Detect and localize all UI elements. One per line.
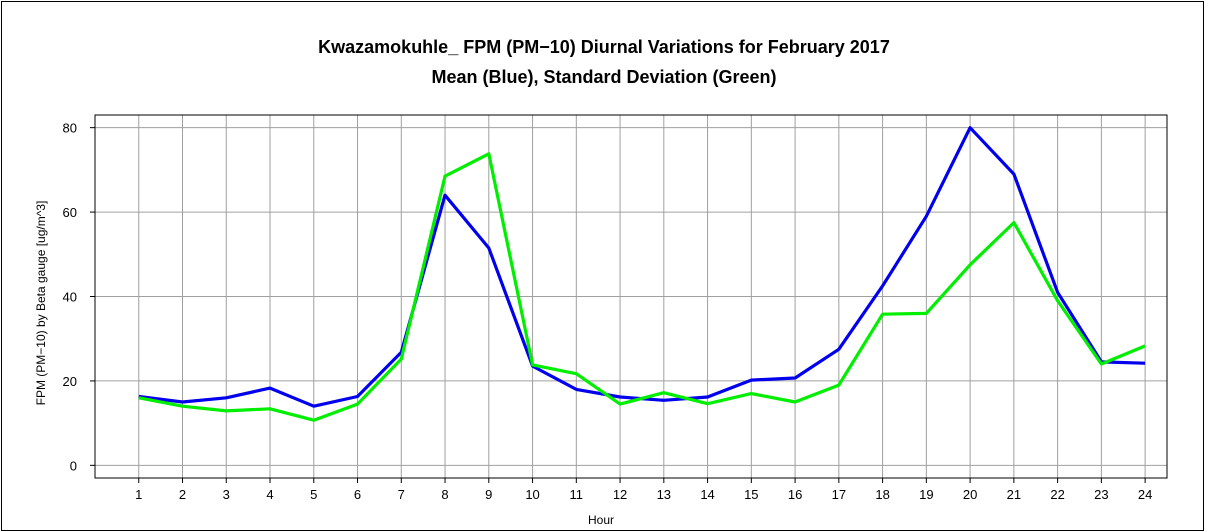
chart-subtitle: Mean (Blue), Standard Deviation (Green) [431,67,776,87]
x-tick-label: 23 [1094,487,1108,502]
x-tick-label: 9 [485,487,492,502]
x-tick-label: 4 [266,487,273,502]
x-tick-label: 7 [398,487,405,502]
x-tick-label: 22 [1050,487,1064,502]
x-tick-label: 12 [613,487,627,502]
x-tick-label: 2 [179,487,186,502]
y-tick-label: 20 [63,374,77,389]
x-tick-label: 11 [570,487,584,502]
x-tick-label: 6 [354,487,361,502]
x-tick-label: 5 [310,487,317,502]
chart-title: Kwazamokuhle_ FPM (PM−10) Diurnal Variat… [318,37,890,57]
grid [95,115,1167,478]
x-tick-label: 1 [135,487,142,502]
x-tick-label: 18 [875,487,889,502]
x-tick-label: 3 [223,487,230,502]
x-tick-label: 20 [963,487,977,502]
y-tick-labels: 0 20 40 60 80 [63,121,95,473]
x-tick-label: 8 [441,487,448,502]
y-tick-label: 60 [63,205,77,220]
x-tick-label: 15 [744,487,758,502]
y-tick-label: 80 [63,121,77,136]
y-axis-label: FPM (PM−10) by Beta gauge [ug/m^3] [34,201,48,406]
x-tick-label: 14 [700,487,714,502]
x-tick-label: 10 [525,487,539,502]
series-lines [138,126,1146,422]
x-tick-label: 16 [788,487,802,502]
x-tick-label: 13 [657,487,671,502]
x-tick-labels: 1 2 3 4 5 6 7 8 9 10 11 12 13 14 15 16 17 18 19 20 21 22 23 24 [135,478,1152,502]
x-tick-label: 21 [1007,487,1021,502]
x-tick-label: 17 [832,487,846,502]
plot-area [94,114,1168,479]
x-tick-label: 24 [1138,487,1152,502]
series-line-mean [138,126,1146,408]
x-axis-label: Hour [588,513,614,527]
y-tick-label: 40 [63,290,77,305]
y-tick-label: 0 [70,458,77,473]
x-tick-label: 19 [919,487,933,502]
series-line-std-dev [138,152,1146,422]
